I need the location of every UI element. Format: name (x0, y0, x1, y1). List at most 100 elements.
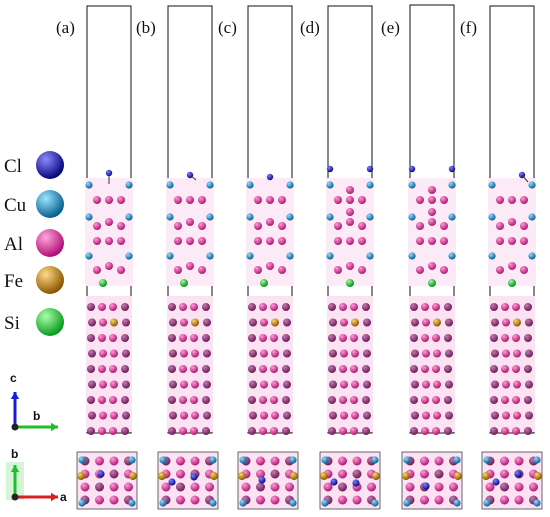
aluminum-atom (179, 427, 187, 435)
aluminum-atom (428, 196, 436, 204)
aluminum-atom (87, 365, 95, 373)
aluminum-atom (351, 349, 359, 358)
aluminum-atom (500, 495, 509, 505)
element-legend: Cl Cu Al Fe Si (4, 151, 64, 336)
copper-atom (125, 213, 133, 221)
aluminum-atom (285, 482, 294, 492)
aluminum-atom (524, 427, 532, 435)
aluminum-atom (490, 334, 498, 342)
aluminum-atom (198, 222, 206, 230)
aluminum-atom (328, 303, 336, 311)
aluminum-atom (323, 482, 333, 492)
aluminum-atom (117, 237, 125, 245)
panel-label: (d) (300, 18, 320, 37)
aluminum-atom (340, 318, 348, 327)
silicon-atom-swatch (36, 308, 64, 336)
copper-atom (408, 252, 416, 260)
silicon-atom (346, 279, 354, 287)
aluminum-atom (440, 266, 448, 274)
aluminum-atom (105, 237, 113, 245)
aluminum-atom (334, 222, 342, 230)
aluminum-atom (121, 427, 129, 435)
aluminum-atom (520, 196, 528, 204)
aluminum-atom (525, 318, 533, 327)
aluminum-atom (428, 218, 436, 226)
copper-atom (166, 252, 174, 260)
aluminum-atom (358, 237, 366, 245)
aluminum-atom (363, 380, 371, 389)
aluminum-atom (270, 427, 278, 435)
aluminum-atom (512, 365, 520, 373)
aluminum-atom (338, 482, 347, 492)
aluminum-atom (270, 334, 278, 342)
aluminum-atom (410, 334, 418, 342)
chlorine-atom (448, 165, 456, 173)
silicon-atom (180, 279, 188, 287)
aluminum-atom (203, 349, 211, 358)
aluminum-atom (202, 427, 210, 435)
substrate-shade (167, 296, 213, 432)
aluminum-atom (282, 365, 290, 373)
aluminum-atom (270, 365, 278, 373)
aluminum-atom (440, 196, 448, 204)
copper-atom (488, 252, 496, 260)
aluminum-atom (501, 396, 509, 404)
aluminum-atom (432, 427, 440, 435)
aluminum-atom (445, 349, 453, 358)
aluminum-atom (490, 396, 498, 404)
aluminum-atom (248, 427, 256, 435)
b-axis-label: b (33, 409, 40, 423)
copper-atom (453, 456, 461, 464)
aluminum-atom (520, 237, 528, 245)
aluminum-atom (525, 380, 533, 389)
aluminum-atom (334, 266, 342, 274)
aluminum-atom (411, 411, 419, 420)
aluminum-atom (110, 380, 118, 389)
panel-a: (a) (56, 5, 138, 510)
aluminum-atom (422, 349, 430, 358)
aluminum-atom (491, 318, 499, 327)
aluminum-atom (266, 218, 274, 226)
copper-atom (528, 181, 536, 189)
top-view-b (157, 451, 219, 510)
aluminum-atom (203, 380, 211, 389)
substrate-shade (247, 296, 293, 432)
aluminum-atom (496, 266, 504, 274)
aluminum-atom (80, 482, 90, 492)
aluminum-atom (88, 318, 96, 327)
aluminum-atom (283, 380, 291, 389)
aluminum-atom (198, 266, 206, 274)
aluminum-atom (434, 469, 444, 479)
aluminum-atom (98, 303, 106, 311)
aluminum-atom (346, 208, 354, 216)
aluminum-atom (501, 334, 509, 342)
aluminum-atom (99, 380, 107, 389)
legend-item-si: Si (4, 308, 64, 336)
aluminum-atom (121, 365, 129, 373)
aluminum-atom (117, 266, 125, 274)
aluminum-atom (186, 196, 194, 204)
aluminum-atom (434, 482, 444, 492)
aluminum-atom (259, 334, 267, 342)
aluminum-atom (410, 396, 418, 404)
chlorine-atom (422, 482, 430, 490)
aluminum-atom (513, 349, 521, 358)
aluminum-atom (191, 380, 199, 389)
aluminum-atom (87, 396, 95, 404)
aluminum-atom (190, 365, 198, 373)
aluminum-atom (420, 469, 429, 479)
aluminum-atom (440, 237, 448, 245)
aluminum-atom (122, 411, 130, 420)
copper-atom (403, 499, 411, 507)
copper-atom (85, 181, 93, 189)
aluminum-atom-swatch (36, 229, 64, 257)
aluminum-atom (334, 196, 342, 204)
copper-atom (326, 181, 334, 189)
aluminum-atom (363, 349, 371, 358)
aluminum-atom (169, 349, 177, 358)
aluminum-atom (109, 427, 117, 435)
copper-atom (528, 213, 536, 221)
chlorine-atom (266, 173, 274, 181)
aluminum-atom (109, 396, 117, 404)
aluminum-atom (105, 218, 113, 226)
